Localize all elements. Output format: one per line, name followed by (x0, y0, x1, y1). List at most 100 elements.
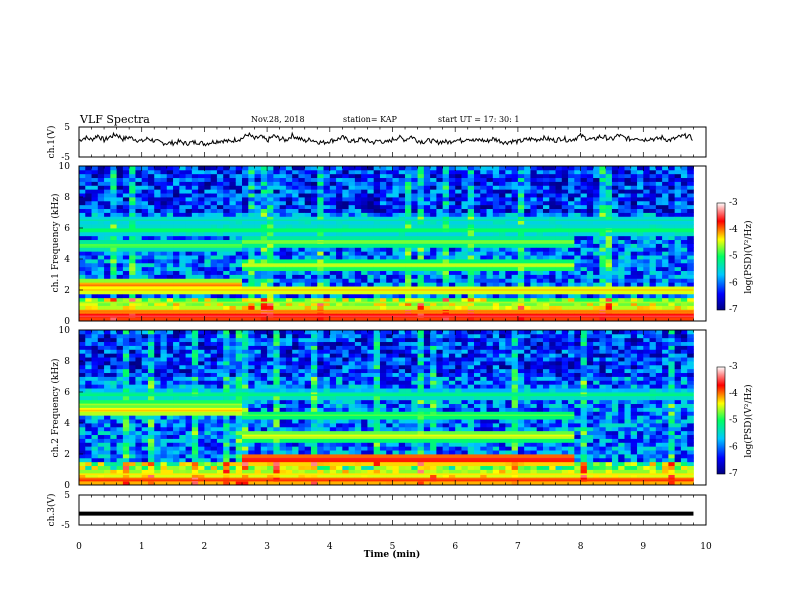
spectrogram-cell (147, 337, 155, 343)
spectrogram-cell (304, 177, 312, 182)
spectrogram-cell (379, 301, 387, 306)
spectrogram-cell (160, 392, 168, 397)
spectrogram-cell (91, 407, 99, 412)
spectrogram-cell (398, 282, 406, 287)
spectrogram-cell (555, 297, 563, 303)
spectrogram-cell (674, 224, 682, 229)
spectrogram-cell (461, 286, 469, 291)
spectrogram-cell (317, 290, 324, 295)
spectrogram-cell (185, 353, 193, 358)
spectrogram-cell (91, 469, 99, 474)
spectrogram-cell (342, 189, 350, 194)
spectrogram-cell (605, 262, 613, 268)
spectrogram-cell (367, 173, 375, 179)
spectrogram-cell (116, 313, 124, 318)
spectrogram-cell (216, 231, 224, 237)
spectrogram-cell (379, 185, 387, 190)
spectrogram-cell (260, 212, 268, 217)
spectrogram-cell (242, 282, 249, 287)
spectrogram-cell (116, 166, 124, 171)
spectrogram-cell (336, 197, 343, 202)
spectrogram-cell (398, 255, 406, 260)
spectrogram-cell (423, 212, 431, 217)
spectrogram-cell (367, 282, 375, 287)
spectrogram-cell (405, 231, 412, 237)
spectrogram-cell (649, 185, 657, 190)
spectrogram-cell (273, 247, 281, 252)
spectrogram-cell (455, 251, 462, 256)
spectrogram-cell (448, 282, 456, 287)
spectrogram-cell (568, 286, 575, 291)
spectrogram-cell (154, 469, 161, 474)
spectrogram-cell (154, 388, 161, 393)
spectrogram-cell (97, 426, 105, 432)
spectrogram-cell (474, 204, 481, 210)
spectrogram-cell (198, 266, 205, 272)
spectrogram-cell (392, 212, 400, 217)
spectrogram-cell (173, 368, 180, 374)
spectrogram-cell (580, 274, 588, 279)
spectrogram-cell (254, 224, 262, 229)
spectrogram-cell (618, 200, 625, 206)
spectrogram-cell (147, 454, 155, 459)
spectrogram-cell (599, 231, 607, 237)
spectrogram-cell (91, 212, 99, 217)
spectrogram-cell (555, 247, 563, 252)
spectrogram-cell (680, 259, 688, 264)
spectrogram-cell (91, 255, 99, 260)
spectrogram-cell (85, 457, 92, 463)
spectrogram-cell (505, 301, 513, 306)
spectrogram-cell (574, 274, 581, 279)
spectrogram-cell (662, 224, 669, 229)
spectrogram-cell (85, 372, 92, 377)
spectrogram-cell (104, 423, 111, 428)
spectrogram-cell (329, 220, 337, 225)
spectrogram-cell (505, 251, 513, 256)
spectrogram-cell (141, 423, 149, 428)
spectrogram-cell (417, 193, 425, 198)
spectrogram-cell (185, 169, 193, 175)
spectrogram-cell (561, 189, 569, 194)
spectrogram-cell (323, 270, 331, 275)
spectrogram-cell (216, 173, 224, 179)
spectrogram-cell (110, 301, 118, 306)
spectrogram-cell (373, 313, 381, 318)
spectrogram-cell (373, 297, 381, 303)
spectrogram-cell (423, 189, 431, 194)
spectrogram-cell (129, 200, 136, 206)
spectrogram-cell (185, 259, 193, 264)
spectrogram-cell (373, 204, 381, 210)
spectrogram-cell (480, 293, 487, 299)
spectrogram-cell (185, 274, 193, 279)
spectrogram-cell (160, 442, 168, 447)
spectrogram-cell (116, 384, 124, 389)
spectrogram-cell (141, 290, 149, 295)
spectrogram-cell (530, 305, 538, 310)
spectrogram-cell (91, 173, 99, 179)
spectrogram-cell (367, 235, 375, 241)
spectrogram-cell (160, 193, 168, 198)
spectrogram-cell (223, 251, 230, 256)
spectrogram-cell (342, 278, 350, 283)
spectrogram-cell (461, 166, 469, 171)
spectrogram-cell (160, 481, 168, 486)
spectrogram-cell (304, 297, 312, 303)
spectrogram-cell (79, 270, 86, 275)
spectrogram-cell (618, 293, 625, 299)
spectrogram-cell (279, 181, 287, 186)
spectrogram-cell (480, 220, 487, 225)
spectrogram-cell (423, 274, 431, 279)
spectrogram-cell (580, 259, 588, 264)
spectrogram-cell (536, 259, 544, 264)
spectrogram-cell (662, 286, 669, 291)
spectrogram-cell (304, 243, 312, 248)
spectrogram-cell (618, 204, 625, 210)
spectrogram-cell (392, 293, 400, 299)
spectrogram-cell (129, 337, 136, 343)
spectrogram-cell (116, 426, 124, 432)
spectrogram-cell (135, 166, 143, 171)
spectrogram-cell (499, 243, 506, 248)
spectrogram-cell (185, 411, 193, 416)
spectrogram-cell (185, 166, 193, 171)
spectrogram-cell (91, 278, 99, 283)
